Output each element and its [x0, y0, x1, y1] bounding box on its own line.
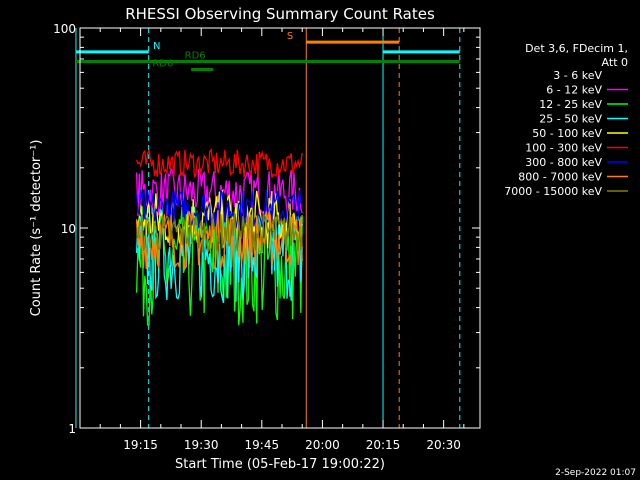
- legend-entry-label: 3 - 6 keV: [553, 69, 602, 82]
- legend-entry-label: 100 - 300 keV: [525, 142, 602, 155]
- x-axis-label: Start Time (05-Feb-17 19:00:22): [175, 457, 385, 472]
- legend-entry-label: 25 - 50 keV: [539, 113, 602, 126]
- y-tick-label: 100: [53, 22, 76, 36]
- legend: Det 3,6, FDecim 1,Att 03 - 6 keV 6 - 12 k…: [504, 42, 628, 198]
- series-line: [135, 114, 303, 141]
- data-series: [135, 114, 303, 326]
- x-tick-label: 20:15: [366, 438, 401, 452]
- footer-timestamp: 2-Sep-2022 01:07: [555, 468, 636, 478]
- legend-entry-label: 12 - 25 keV: [539, 98, 602, 111]
- flag-label: S: [287, 31, 293, 42]
- x-tick-label: 19:15: [123, 438, 158, 452]
- vertical-markers: [75, 28, 461, 428]
- x-tick-label: 20:00: [305, 438, 340, 452]
- legend-entry-label: 50 - 100 keV: [532, 127, 602, 140]
- y-tick-label: 1: [68, 422, 76, 436]
- series-line: [135, 147, 303, 178]
- legend-entry-label: 300 - 800 keV: [525, 156, 602, 169]
- series-line: [135, 188, 303, 229]
- x-tick-label: 20:30: [426, 438, 461, 452]
- flag-label: RD6: [185, 50, 206, 61]
- y-axis-label: Count Rate (s⁻¹ detector⁻¹): [29, 140, 44, 317]
- legend-header: Att 0: [602, 56, 628, 69]
- legend-entry-label: 800 - 7000 keV: [518, 171, 602, 184]
- chart-title: RHESSI Observing Summary Count Rates: [125, 5, 435, 23]
- flag-label: RD6: [152, 59, 173, 70]
- axes: 19:15 19:30 19:45 20:00 20:15 20:30 1 10 100: [53, 22, 480, 452]
- flag-label: N: [153, 41, 160, 52]
- x-tick-label: 19:45: [245, 438, 280, 452]
- x-tick-label: 19:30: [184, 438, 219, 452]
- legend-entry-label: 6 - 12 keV: [546, 84, 602, 97]
- series-line: [135, 189, 303, 249]
- series-line: [135, 211, 303, 253]
- y-tick-label: 10: [61, 222, 76, 236]
- legend-entry-label: 7000 - 15000 keV: [504, 185, 602, 198]
- legend-header: Det 3,6, FDecim 1,: [525, 42, 628, 55]
- flag-bars: N S RD6 RD6: [75, 31, 460, 72]
